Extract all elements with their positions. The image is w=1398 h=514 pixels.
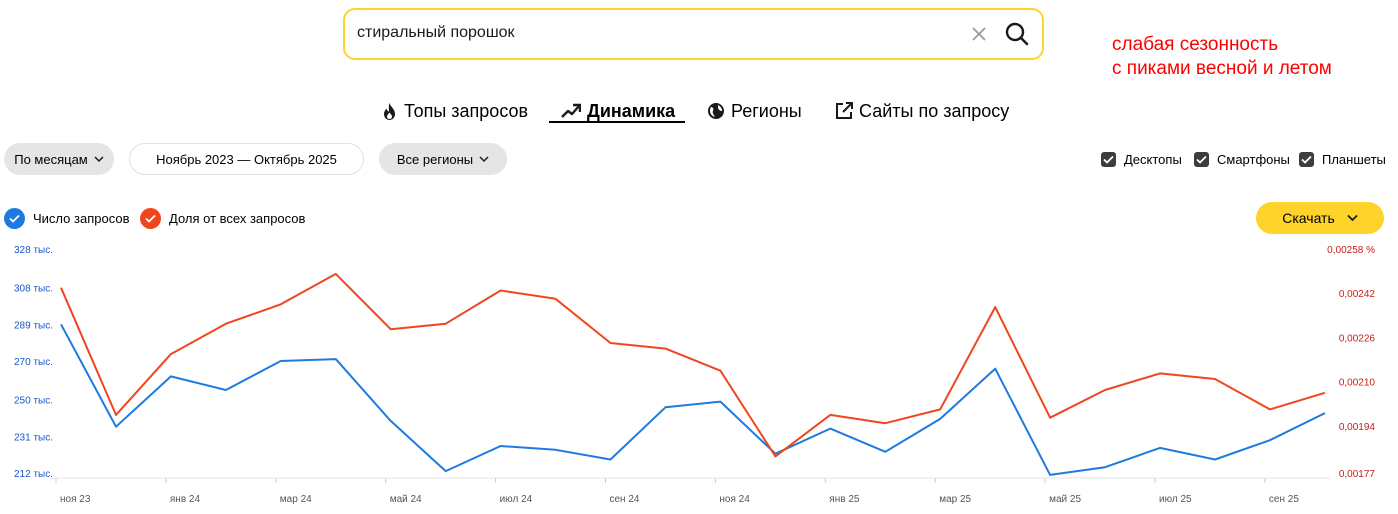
check-circle-icon [140, 207, 161, 229]
annotation-note: слабая сезонность с пиками весной и лето… [1112, 33, 1332, 81]
y-left-tick-label: 270 тыс. [14, 357, 53, 368]
period-picker[interactable]: Ноябрь 2023 — Октябрь 2025 [129, 143, 364, 175]
y-left-tick-label: 250 тыс. [14, 396, 53, 407]
tab-sites-label: Сайты по запросу [859, 100, 1010, 121]
x-tick-label: июл 24 [500, 494, 533, 505]
x-tick-label: июл 25 [1159, 494, 1192, 505]
period-label: Ноябрь 2023 — Октябрь 2025 [156, 151, 337, 167]
checkbox-desktops[interactable]: Десктопы [1101, 150, 1182, 168]
y-axis-left: 328 тыс. 308 тыс. 289 тыс. 270 тыс. 250 тыс.… [14, 245, 53, 480]
tab-tops-label: Топы запросов [404, 100, 529, 121]
annotation-line-2: с пиками весной и летом [1112, 58, 1332, 79]
download-button[interactable]: Скачать [1256, 202, 1384, 234]
checkbox-tablets-label: Планшеты [1322, 151, 1386, 167]
check-icon [1299, 151, 1314, 167]
download-label: Скачать [1282, 210, 1335, 226]
y-axis-right: 0,00258 % 0,00242 0,00226 0,00210 0,00194 0,0… [1327, 245, 1375, 480]
check-icon [1101, 151, 1116, 167]
x-tick-label: ноя 23 [60, 494, 91, 505]
globe-icon [708, 103, 724, 119]
chevron-down-icon [1347, 214, 1358, 222]
tab-dynamics-label: Динамика [587, 100, 676, 121]
x-tick-label: ноя 24 [719, 494, 750, 505]
x-tick-label: сен 24 [610, 494, 640, 505]
search-icon[interactable] [1004, 21, 1030, 47]
annotation-line-1: слабая сезонность [1112, 34, 1279, 55]
checkbox-smartphones[interactable]: Смартфоны [1194, 150, 1290, 168]
legend-query-count-label: Число запросов [33, 210, 130, 226]
external-link-icon [836, 102, 853, 119]
series-lines [60, 272, 1326, 476]
search-input[interactable]: стиральный порошок [357, 24, 515, 41]
y-right-tick-label: 0,00242 [1339, 289, 1376, 300]
trend-icon [561, 103, 581, 118]
region-select[interactable]: Все регионы [379, 143, 507, 175]
legend-query-count[interactable]: Число запросов [4, 206, 129, 230]
y-left-tick-label: 308 тыс. [14, 284, 53, 295]
series-line-query-count [60, 323, 1326, 476]
y-right-tick-label: 0,00210 [1339, 378, 1376, 389]
x-tick-label: мар 24 [280, 494, 312, 505]
active-tab-underline [549, 121, 685, 123]
x-tick-label: май 25 [1049, 494, 1081, 505]
grouping-label: По месяцам [14, 151, 88, 167]
legend-share[interactable]: Доля от всех запросов [140, 206, 305, 230]
x-tick-label: сен 25 [1269, 494, 1299, 505]
y-left-tick-label: 231 тыс. [14, 432, 53, 443]
x-tick-label: янв 24 [170, 494, 201, 505]
y-left-tick-label: 289 тыс. [14, 320, 53, 331]
tab-dynamics[interactable]: Динамика [561, 98, 675, 124]
y-right-tick-label: 0,00177 [1339, 469, 1376, 480]
tab-regions[interactable]: Регионы [707, 98, 802, 124]
y-right-tick-label: 0,00194 [1339, 422, 1376, 433]
legend-share-label: Доля от всех запросов [169, 210, 306, 226]
x-tick-label: янв 25 [829, 494, 860, 505]
x-tick-label: май 24 [390, 494, 422, 505]
tab-sites[interactable]: Сайты по запросу [835, 98, 1009, 124]
x-tick-label: мар 25 [939, 494, 971, 505]
check-icon [1194, 151, 1209, 167]
chevron-down-icon [479, 155, 489, 162]
chevron-down-icon [94, 155, 104, 162]
search-box[interactable]: стиральный порошок [343, 8, 1044, 60]
y-right-tick-label: 0,00258 % [1327, 245, 1375, 256]
region-label: Все регионы [396, 151, 474, 167]
checkbox-smartphones-label: Смартфоны [1217, 151, 1290, 167]
dynamics-chart: 328 тыс. 308 тыс. 289 тыс. 270 тыс. 250 тыс.… [14, 245, 1375, 505]
checkbox-tablets[interactable]: Планшеты [1299, 150, 1386, 168]
y-left-tick-label: 328 тыс. [14, 245, 53, 256]
checkbox-desktops-label: Десктопы [1124, 151, 1182, 167]
tab-regions-label: Регионы [731, 100, 802, 121]
y-left-tick-label: 212 тыс. [14, 469, 53, 480]
x-axis: ноя 23 янв 24 мар 24 май 24 июл 24 сен 24 ноя … [50, 477, 1330, 505]
grouping-select[interactable]: По месяцам [4, 143, 114, 175]
series-line-share [60, 272, 1326, 458]
tab-tops[interactable]: Топы запросов [381, 98, 528, 124]
y-right-tick-label: 0,00226 [1339, 333, 1376, 344]
close-icon[interactable] [967, 22, 991, 46]
fire-icon [384, 102, 395, 120]
check-circle-icon [4, 207, 25, 229]
